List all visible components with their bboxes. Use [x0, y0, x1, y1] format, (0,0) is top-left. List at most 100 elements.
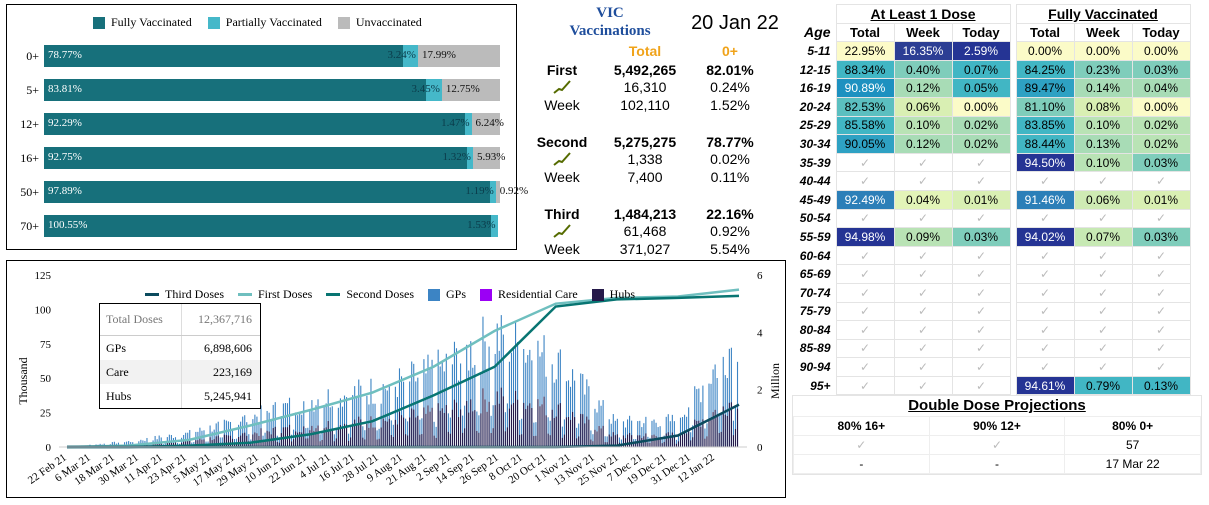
y-right-tick: 2 — [757, 385, 763, 397]
age-cell: 0.02% — [1131, 134, 1191, 154]
daily-gp-bar — [238, 424, 240, 447]
age-cell: 0.13% — [1131, 375, 1191, 396]
daily-gp-bar — [600, 405, 602, 447]
daily-gp-bar — [360, 385, 362, 447]
daily-hubs-bar — [305, 438, 307, 447]
daily-gp-bar — [462, 415, 464, 447]
daily-hubs-bar — [233, 443, 236, 447]
age-label: 20-24 — [799, 99, 831, 114]
age-label: 60-64 — [799, 248, 831, 263]
daily-gp-bar — [559, 349, 561, 447]
age-cell: 88.44% — [1015, 134, 1075, 154]
age-cell: 0.07% — [951, 59, 1011, 80]
daily-gp-bar — [474, 365, 476, 447]
age-cell: 0.03% — [1131, 227, 1191, 247]
daily-gp-bar — [242, 416, 244, 447]
daily-gp-bar — [217, 421, 219, 447]
daily-hubs-bar — [319, 441, 321, 447]
age-cell: 0.14% — [1073, 78, 1133, 98]
daily-gp-bar — [400, 376, 403, 447]
age-cell: ✓ — [951, 171, 1011, 191]
age-cell: ✓ — [893, 375, 953, 396]
age-row: 55-59 94.98% 0.09% 0.03% 94.02% 0.07% 0.03% — [792, 227, 1191, 247]
daily-hubs-bar — [600, 428, 602, 447]
bar-partial-segment — [464, 113, 472, 135]
daily-gp-bar — [492, 405, 494, 447]
age-label: 70-74 — [799, 285, 831, 300]
age-label: 65-69 — [799, 267, 831, 282]
daily-hubs-bar — [555, 416, 557, 447]
y-right-tick: 0 — [757, 442, 763, 454]
age-label: 45-49 — [799, 192, 831, 207]
summary-label: Hubs — [100, 384, 182, 408]
dose-week: 371,027 — [619, 241, 671, 257]
age-cell: ✓ — [835, 208, 895, 229]
daily-gp-bar — [449, 417, 451, 447]
daily-gp-bar — [565, 381, 568, 447]
daily-hubs-bar — [543, 396, 545, 447]
daily-gp-bar — [519, 420, 521, 447]
daily-gp-bar — [612, 414, 614, 447]
daily-hubs-bar — [376, 439, 378, 447]
bar-row: 16+ 92.75% 1.32% 5.93% — [7, 147, 518, 169]
daily-hubs-bar — [321, 439, 323, 447]
daily-hubs-bar — [547, 433, 549, 447]
bar-legend: Fully Vaccinated Partially Vaccinated Un… — [93, 15, 422, 30]
daily-hubs-bar — [248, 441, 250, 447]
y-left-tick: 25 — [40, 408, 52, 420]
age-cell: ✓ — [835, 264, 895, 284]
daily-hubs-bar — [484, 399, 486, 447]
legend-first-line — [238, 293, 252, 296]
daily-hubs-bar — [692, 437, 694, 447]
daily-gp-bar — [484, 341, 486, 447]
daily-gp-bar — [219, 437, 221, 447]
dose-week-pct: 1.52% — [710, 97, 750, 113]
daily-gp-bar — [545, 376, 547, 447]
daily-hubs-bar — [728, 402, 730, 447]
daily-gp-bar — [547, 417, 549, 447]
daily-hubs-bar — [423, 407, 425, 447]
daily-hubs-bar — [421, 434, 423, 447]
dose-today: 1,338 — [627, 151, 663, 167]
daily-hubs-bar — [572, 411, 574, 447]
daily-hubs-bar — [217, 435, 219, 447]
daily-hubs-bar — [411, 408, 413, 447]
daily-hubs-bar — [535, 435, 537, 447]
daily-hubs-bar — [185, 440, 187, 447]
projections-title: Double Dose Projections — [908, 397, 1086, 414]
summary-row: Care 223,169 — [100, 360, 260, 384]
daily-hubs-bar — [260, 428, 262, 447]
daily-hubs-bar — [671, 432, 673, 447]
daily-hubs-bar — [166, 442, 168, 447]
daily-hubs-bar — [470, 399, 472, 447]
summary-value: 5,245,941 — [204, 388, 252, 403]
daily-hubs-bar — [464, 428, 466, 447]
age-row: 60-64 ✓ ✓ ✓ ✓ ✓ ✓ — [792, 245, 1191, 266]
daily-hubs-bar — [333, 441, 335, 447]
daily-gp-bar — [732, 420, 734, 447]
daily-hubs-bar — [502, 396, 504, 447]
summary-row: Total Doses 12,367,716 — [100, 304, 260, 336]
bar-row: 50+ 97.89% 1.19% 0.92% — [7, 181, 528, 203]
daily-gp-bar — [618, 437, 620, 447]
bar-full-segment — [44, 215, 491, 237]
age-cell: ✓ — [1015, 208, 1075, 229]
proj-16-date: - — [793, 454, 930, 474]
daily-gp-bar — [512, 349, 515, 447]
bar-partial-segment — [426, 79, 442, 101]
age-cell: 94.50% — [1015, 152, 1075, 173]
daily-hubs-bar — [649, 442, 651, 447]
legend-full-swatch — [93, 16, 105, 29]
daily-gp-bar — [460, 363, 462, 447]
age-cell: ✓ — [893, 264, 953, 284]
bar-full-segment — [44, 79, 427, 101]
age-cell: 0.08% — [1073, 96, 1133, 117]
group-fully-vaccinated: Fully Vaccinated — [1015, 4, 1191, 24]
proj-0-days: 57 — [1064, 435, 1201, 455]
daily-hubs-bar — [500, 387, 502, 447]
daily-gp-bar — [696, 389, 698, 447]
y-right-axis-label: Million — [768, 363, 782, 399]
daily-hubs-bar — [663, 441, 665, 447]
age-cell: 0.05% — [951, 78, 1011, 98]
age-cell: 0.03% — [1131, 59, 1191, 80]
